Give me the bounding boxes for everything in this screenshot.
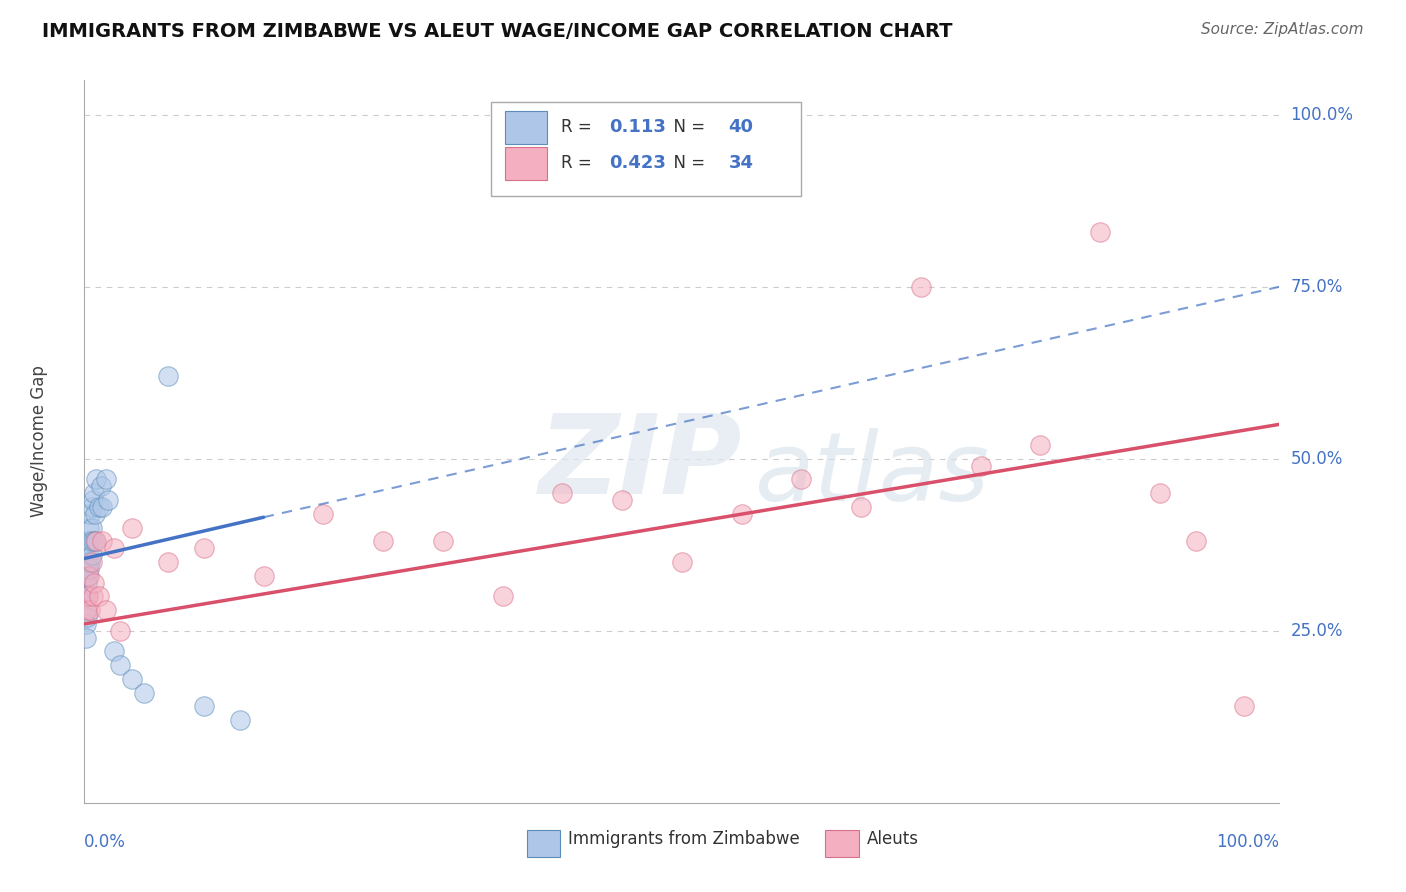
Text: R =: R = [561, 154, 598, 172]
Text: 0.423: 0.423 [609, 154, 666, 172]
Text: 50.0%: 50.0% [1291, 450, 1343, 467]
Text: 75.0%: 75.0% [1291, 277, 1343, 296]
Text: 34: 34 [728, 154, 754, 172]
Text: 0.0%: 0.0% [84, 833, 127, 851]
Text: 25.0%: 25.0% [1291, 622, 1343, 640]
Text: 100.0%: 100.0% [1291, 105, 1354, 124]
FancyBboxPatch shape [491, 102, 801, 196]
Text: N =: N = [662, 154, 710, 172]
Text: IMMIGRANTS FROM ZIMBABWE VS ALEUT WAGE/INCOME GAP CORRELATION CHART: IMMIGRANTS FROM ZIMBABWE VS ALEUT WAGE/I… [42, 22, 953, 41]
FancyBboxPatch shape [825, 830, 859, 857]
Text: Source: ZipAtlas.com: Source: ZipAtlas.com [1201, 22, 1364, 37]
Text: ZIP: ZIP [538, 409, 742, 516]
Text: Wage/Income Gap: Wage/Income Gap [30, 366, 48, 517]
FancyBboxPatch shape [527, 830, 560, 857]
Text: 100.0%: 100.0% [1216, 833, 1279, 851]
Text: atlas: atlas [754, 427, 988, 521]
FancyBboxPatch shape [505, 111, 547, 144]
Text: N =: N = [662, 119, 710, 136]
Text: 40: 40 [728, 119, 754, 136]
Text: R =: R = [561, 119, 598, 136]
Text: Immigrants from Zimbabwe: Immigrants from Zimbabwe [568, 830, 800, 848]
FancyBboxPatch shape [505, 147, 547, 179]
Text: 0.113: 0.113 [609, 119, 666, 136]
Text: Aleuts: Aleuts [868, 830, 920, 848]
